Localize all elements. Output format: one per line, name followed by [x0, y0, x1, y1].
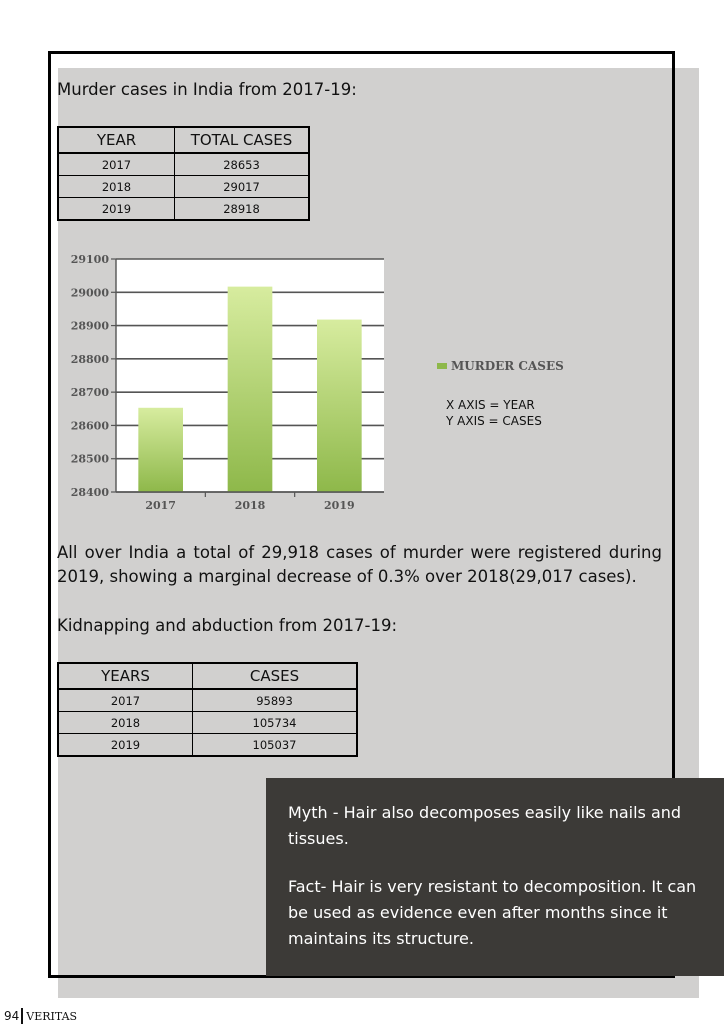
murder-bar-chart: 29100 29000 28900 28800 28700 28600 28500 28400…: [71, 253, 384, 512]
y-tick-label: 28600: [71, 419, 110, 432]
page-frame: [48, 51, 675, 978]
table-cell: 95893: [192, 688, 358, 712]
x-tick-label: 2018: [235, 499, 266, 512]
legend-swatch: [437, 363, 447, 369]
footer-divider: [21, 1008, 24, 1024]
y-tick-label: 28400: [71, 486, 110, 499]
page-footer: 94 VERITAS: [4, 1008, 77, 1024]
table-row: 2017 28653: [57, 152, 310, 176]
murder-heading: Murder cases in India from 2017-19:: [57, 80, 357, 99]
magazine-name: VERITAS: [26, 1009, 78, 1023]
table-cell: 2018: [57, 711, 193, 734]
x-axis-note: X AXIS = YEAR: [446, 398, 535, 412]
table-cell: 105037: [192, 733, 358, 757]
table-header-row: YEAR TOTAL CASES: [57, 126, 310, 154]
page-number: 94: [4, 1009, 20, 1023]
y-axis-note: Y AXIS = CASES: [446, 414, 542, 428]
table-row: 2018 105734: [57, 711, 358, 734]
y-tick-label: 28500: [71, 453, 110, 466]
legend-label: MURDER CASES: [451, 359, 564, 373]
total-cases-column-header: TOTAL CASES: [174, 126, 310, 154]
table-cell: 105734: [192, 711, 358, 734]
chart-legend: MURDER CASES: [437, 359, 564, 373]
murder-table: YEAR TOTAL CASES 2017 28653 2018 29017 2…: [57, 126, 310, 221]
myth-fact-callout: Myth - Hair also decomposes easily like …: [266, 778, 724, 976]
x-tick-label: 2019: [324, 499, 355, 512]
y-tick-label: 28700: [71, 386, 110, 399]
table-cell: 29017: [174, 175, 310, 198]
bar-2018: [227, 286, 273, 492]
x-tick-label: 2017: [145, 499, 176, 512]
years-column-header: YEARS: [57, 662, 193, 690]
bar-2019: [317, 319, 362, 492]
table-row: 2019 28918: [57, 197, 310, 221]
kidnapping-heading: Kidnapping and abduction from 2017-19:: [57, 616, 398, 635]
bar-2017: [138, 407, 183, 492]
table-row: 2018 29017: [57, 175, 310, 198]
table-cell: 2017: [57, 152, 175, 176]
year-column-header: YEAR: [57, 126, 175, 154]
fact-text: Fact- Hair is very resistant to decompos…: [288, 877, 697, 948]
table-header-row: YEARS CASES: [57, 662, 358, 690]
table-cell: 2019: [57, 733, 193, 757]
table-cell: 2017: [57, 688, 193, 712]
table-cell: 28918: [174, 197, 310, 221]
cases-column-header: CASES: [192, 662, 358, 690]
table-cell: 2019: [57, 197, 175, 221]
myth-text: Myth - Hair also decomposes easily like …: [288, 803, 682, 848]
table-row: 2019 105037: [57, 733, 358, 757]
y-tick-label: 28900: [71, 320, 110, 333]
kidnapping-table: YEARS CASES 2017 95893 2018 105734 2019 …: [57, 662, 358, 757]
y-tick-label: 28800: [71, 353, 110, 366]
y-tick-label: 29000: [71, 286, 110, 299]
y-tick-label: 29100: [71, 253, 110, 266]
table-row: 2017 95893: [57, 688, 358, 712]
murder-summary-paragraph: All over India a total of 29,918 cases o…: [57, 543, 662, 586]
table-cell: 2018: [57, 175, 175, 198]
table-cell: 28653: [174, 152, 310, 176]
